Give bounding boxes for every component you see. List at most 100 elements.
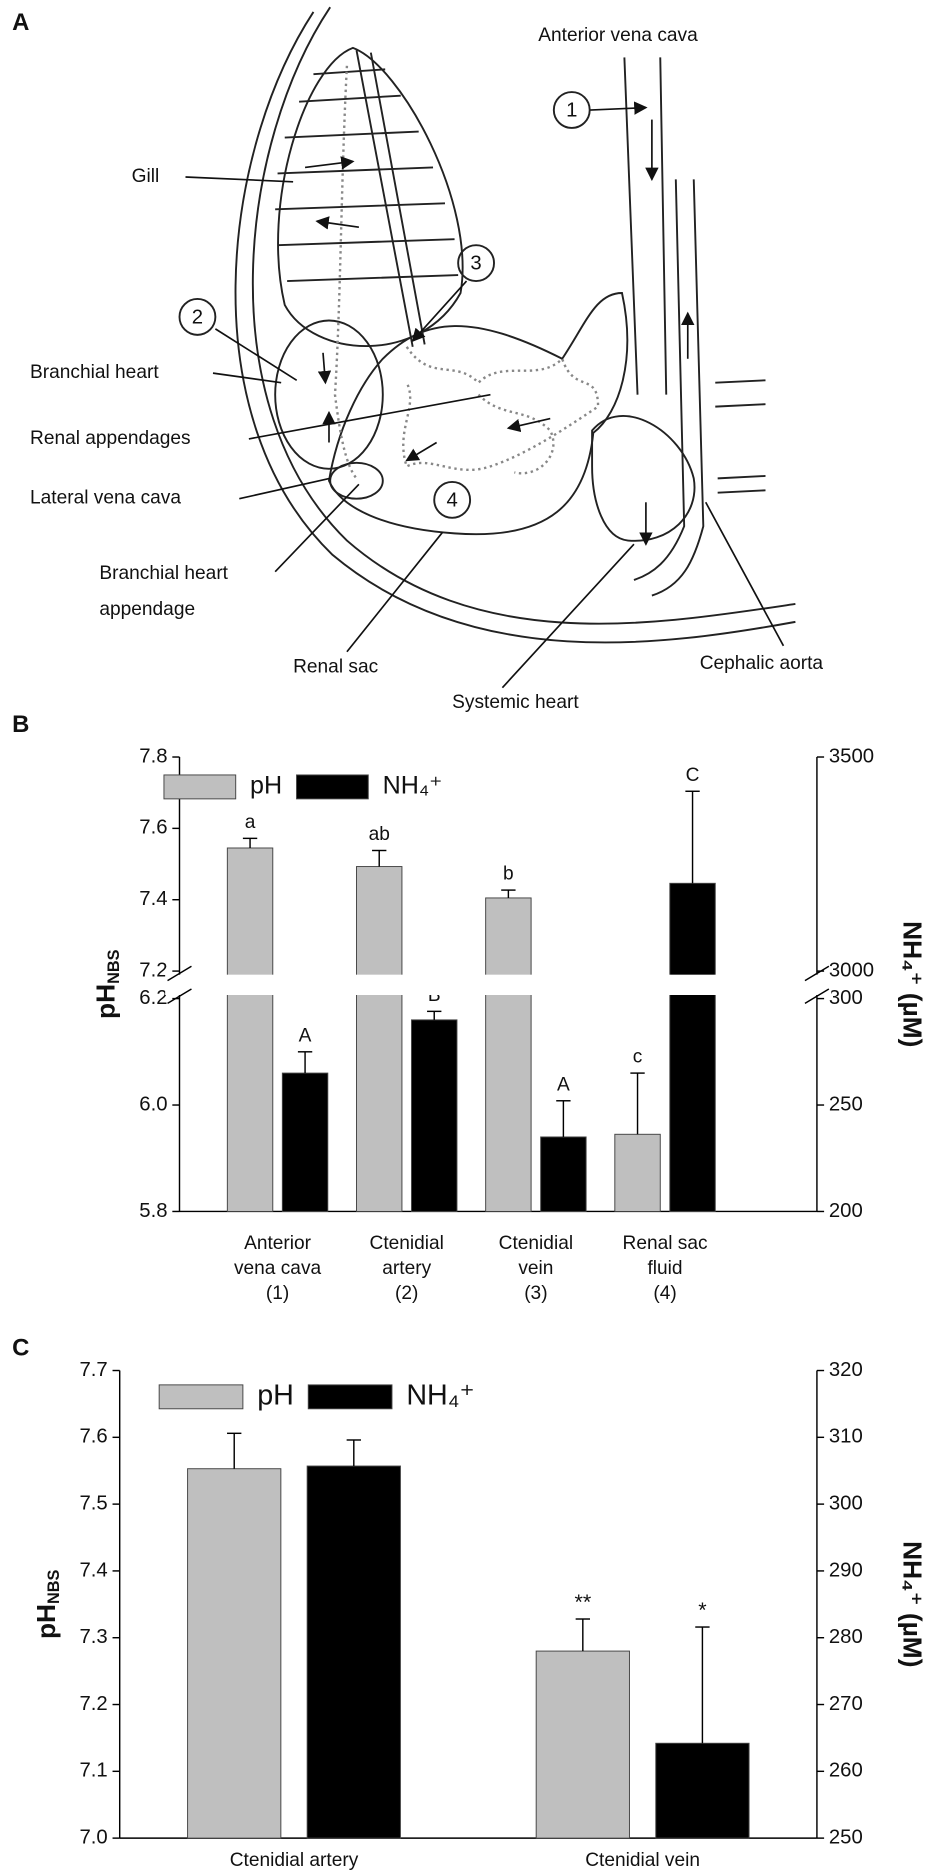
- panel-letter: C: [12, 1334, 29, 1361]
- legend-label: pH: [257, 1379, 294, 1411]
- y-tick-label: 7.8: [139, 745, 167, 767]
- legend-label: pH: [250, 772, 282, 800]
- significance-label: b: [503, 864, 514, 885]
- x-tick-label: Ctenidial artery: [230, 1850, 359, 1871]
- y-tick-label: 6.2: [139, 987, 167, 1009]
- y2-tick-label: 300: [829, 987, 863, 1009]
- y2-tick-label: 260: [829, 1760, 863, 1782]
- legend-swatch: [307, 1384, 393, 1410]
- y2-tick-label: 250: [829, 1826, 863, 1848]
- bar: [281, 1072, 329, 1212]
- y-tick-label: 7.4: [79, 1559, 107, 1581]
- y2-tick-label: 320: [829, 1359, 863, 1381]
- y2-axis-label: NH₄⁺ (µM): [897, 1541, 927, 1667]
- y2-tick-label: 310: [829, 1426, 863, 1448]
- significance-label: C: [686, 765, 700, 786]
- y-axis-label-main: pH: [31, 1604, 61, 1639]
- x-tick-label: Ctenidial: [370, 1233, 444, 1254]
- y-tick-label: 7.5: [79, 1492, 107, 1514]
- diagram-number: 2: [192, 306, 203, 328]
- bar: [540, 1136, 587, 1212]
- x-tick-label: Anterior: [244, 1233, 312, 1254]
- y2-axis-label: NH₄⁺ (µM): [897, 921, 927, 1047]
- x-tick-label: (Perfusate): [595, 1873, 690, 1874]
- diagram-label: Renal sac: [293, 656, 378, 677]
- x-tick-label: (2): [395, 1283, 418, 1304]
- x-tick-label: Ctenidial: [499, 1233, 573, 1254]
- bar: [614, 1133, 661, 1212]
- x-tick-label: vein: [518, 1258, 553, 1279]
- diagram-label: Branchial heart: [99, 563, 228, 584]
- y-axis-label: pHNBS: [31, 1569, 64, 1639]
- diagram-number: 4: [447, 489, 458, 511]
- y-tick-label: 7.3: [79, 1626, 107, 1648]
- axis-break-mark: [167, 988, 192, 1004]
- y-tick-label: 7.2: [139, 959, 167, 981]
- y-tick-label: 7.2: [79, 1693, 107, 1715]
- diagram-label: Anterior vena cava: [538, 25, 698, 46]
- diagram-label: Renal appendages: [30, 428, 191, 449]
- diagram-label: Lateral vena cava: [30, 488, 181, 509]
- axis-break-mark: [167, 965, 192, 982]
- bar: [655, 1742, 750, 1839]
- significance-label: a: [245, 812, 256, 833]
- diagram-label: Branchial heart: [30, 362, 159, 383]
- y-tick-label: 7.6: [139, 817, 167, 839]
- x-tick-label: (1): [266, 1283, 289, 1304]
- legend-swatch: [158, 1384, 244, 1410]
- panel-letter: A: [12, 9, 29, 36]
- y-tick-label: 7.6: [79, 1426, 107, 1448]
- diagram-label: Cephalic aorta: [700, 653, 824, 674]
- bar: [485, 897, 532, 1212]
- y-tick-label: 7.1: [79, 1760, 107, 1782]
- legend-swatch: [296, 774, 369, 800]
- y-tick-label: 5.8: [139, 1200, 167, 1222]
- x-tick-label: artery: [382, 1258, 431, 1279]
- y-tick-label: 6.0: [139, 1093, 167, 1115]
- y-axis-label-main: pH: [91, 984, 121, 1019]
- bar: [226, 847, 274, 1212]
- y-axis-label: pHNBS: [91, 949, 124, 1019]
- bar: [306, 1465, 401, 1839]
- y-tick-label: 7.0: [79, 1826, 107, 1848]
- diagram-label: Gill: [132, 166, 160, 187]
- x-tick-label: Ctenidial vein: [585, 1850, 700, 1871]
- legend-label: NH₄⁺: [383, 772, 443, 800]
- y2-tick-label: 290: [829, 1559, 863, 1581]
- y-tick-label: 7.4: [139, 888, 167, 910]
- y2-tick-label: 300: [829, 1492, 863, 1514]
- bar: [356, 866, 403, 1212]
- axis-break-mark: [804, 965, 830, 982]
- y-tick-label: 7.7: [79, 1359, 107, 1381]
- y2-tick-label: 280: [829, 1626, 863, 1648]
- y2-tick-label: 3500: [829, 745, 874, 767]
- x-tick-label: (Perfusion saline): [220, 1873, 369, 1874]
- y2-tick-label: 3000: [829, 959, 874, 981]
- y-axis-label-sub: NBS: [105, 949, 123, 984]
- diagram-number: 3: [470, 253, 481, 275]
- x-tick-label: (3): [524, 1283, 547, 1304]
- axis-break-mark: [804, 988, 830, 1004]
- significance-label: *: [698, 1598, 707, 1622]
- y-axis-label-sub: NBS: [45, 1569, 63, 1604]
- y2-tick-label: 270: [829, 1693, 863, 1715]
- significance-label: A: [557, 1074, 570, 1095]
- axis-break-gap: [165, 974, 832, 996]
- diagram-label: appendage: [99, 599, 195, 620]
- significance-label: A: [299, 1025, 312, 1046]
- diagram: [178, 6, 796, 689]
- diagram-label: Systemic heart: [452, 692, 579, 713]
- diagram-number: 1: [566, 100, 577, 122]
- bar: [411, 1019, 458, 1212]
- y2-tick-label: 200: [829, 1200, 863, 1222]
- y2-tick-label: 250: [829, 1093, 863, 1115]
- bar: [669, 882, 716, 1212]
- bar: [535, 1650, 630, 1839]
- panel-letter: B: [12, 711, 29, 738]
- significance-label: c: [633, 1047, 643, 1068]
- x-tick-label: fluid: [647, 1258, 682, 1279]
- significance-label: ab: [369, 824, 390, 845]
- x-tick-label: Renal sac: [623, 1233, 708, 1254]
- legend-swatch: [163, 774, 237, 800]
